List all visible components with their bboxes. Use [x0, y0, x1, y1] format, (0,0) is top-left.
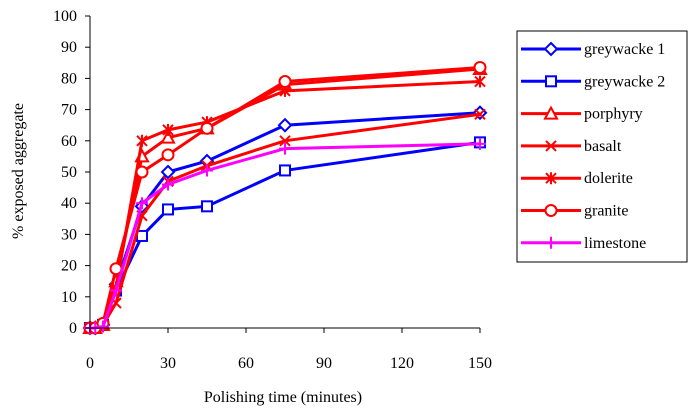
legend: greywacke 1 greywacke 2 porphyry basalt dole… [516, 30, 688, 263]
data-point [160, 164, 176, 180]
legend-label: dolerite [584, 170, 633, 187]
series-porphyry [82, 60, 488, 334]
y-tick-label: 70 [61, 102, 77, 119]
data-point [162, 123, 174, 136]
legend-items: greywacke 1 greywacke 2 porphyry basalt dole… [521, 41, 665, 252]
y-tick-label: 90 [61, 39, 77, 56]
y-tick-label: 10 [61, 289, 77, 306]
legend-marker [543, 41, 559, 57]
y-tick-label: 100 [53, 8, 77, 25]
y-tick-label: 80 [61, 70, 77, 87]
data-point [279, 164, 291, 177]
data-point [200, 121, 214, 135]
plot-area [82, 60, 488, 336]
axes: 0 10 20 30 40 50 60 70 80 90 100 0 30 60 90 120 150 [53, 8, 492, 372]
data-point [278, 75, 292, 89]
data-point [279, 135, 291, 147]
data-point [162, 178, 174, 191]
data-point [474, 137, 486, 150]
data-point [279, 142, 291, 155]
data-point [160, 129, 176, 144]
legend-marker [545, 172, 557, 185]
legend-marker [543, 105, 559, 120]
x-tick-label: 150 [468, 355, 492, 372]
data-point [201, 164, 213, 177]
legend-label: porphyry [584, 106, 643, 123]
y-tick-label: 40 [61, 195, 77, 212]
data-point [277, 117, 293, 133]
data-point [472, 105, 488, 121]
data-point [135, 165, 149, 179]
data-point [110, 284, 122, 297]
legend-item: limestone [521, 235, 646, 252]
x-axis-title: Polishing time (minutes) [204, 389, 362, 406]
x-tick-label: 120 [390, 355, 414, 372]
series-granite [83, 60, 487, 335]
y-tick-label: 30 [61, 226, 77, 243]
data-point [136, 197, 148, 210]
data-point [473, 60, 487, 74]
legend-label: greywacke 1 [584, 41, 665, 58]
data-point [201, 200, 213, 213]
legend-item: dolerite [521, 170, 633, 187]
legend-marker [545, 236, 557, 249]
legend-item: porphyry [521, 105, 643, 123]
x-tick-label: 90 [316, 355, 332, 372]
x-tick-label: 30 [160, 355, 176, 372]
legend-marker [545, 75, 557, 88]
y-tick-label: 50 [61, 164, 77, 181]
y-axis-title: % exposed aggregate [10, 103, 27, 239]
legend-marker [545, 140, 557, 152]
legend-label: basalt [584, 138, 622, 155]
legend-marker [544, 204, 558, 217]
legend-label: greywacke 2 [584, 73, 665, 90]
legend-label: granite [584, 203, 628, 220]
y-tick-label: 20 [61, 258, 77, 275]
x-tick-label: 0 [86, 355, 94, 372]
legend-label: limestone [584, 235, 646, 252]
legend-item: greywacke 2 [521, 73, 665, 90]
x-tick-label: 60 [238, 355, 254, 372]
data-point [97, 320, 109, 333]
legend-item: greywacke 1 [521, 41, 665, 58]
data-point [136, 134, 148, 147]
data-point [474, 75, 486, 88]
y-tick-label: 0 [69, 320, 77, 337]
y-tick-label: 60 [61, 133, 77, 150]
legend-item: granite [521, 203, 628, 220]
data-point [162, 203, 174, 216]
data-point [161, 148, 175, 162]
legend-item: basalt [521, 138, 622, 155]
data-point [474, 108, 486, 120]
